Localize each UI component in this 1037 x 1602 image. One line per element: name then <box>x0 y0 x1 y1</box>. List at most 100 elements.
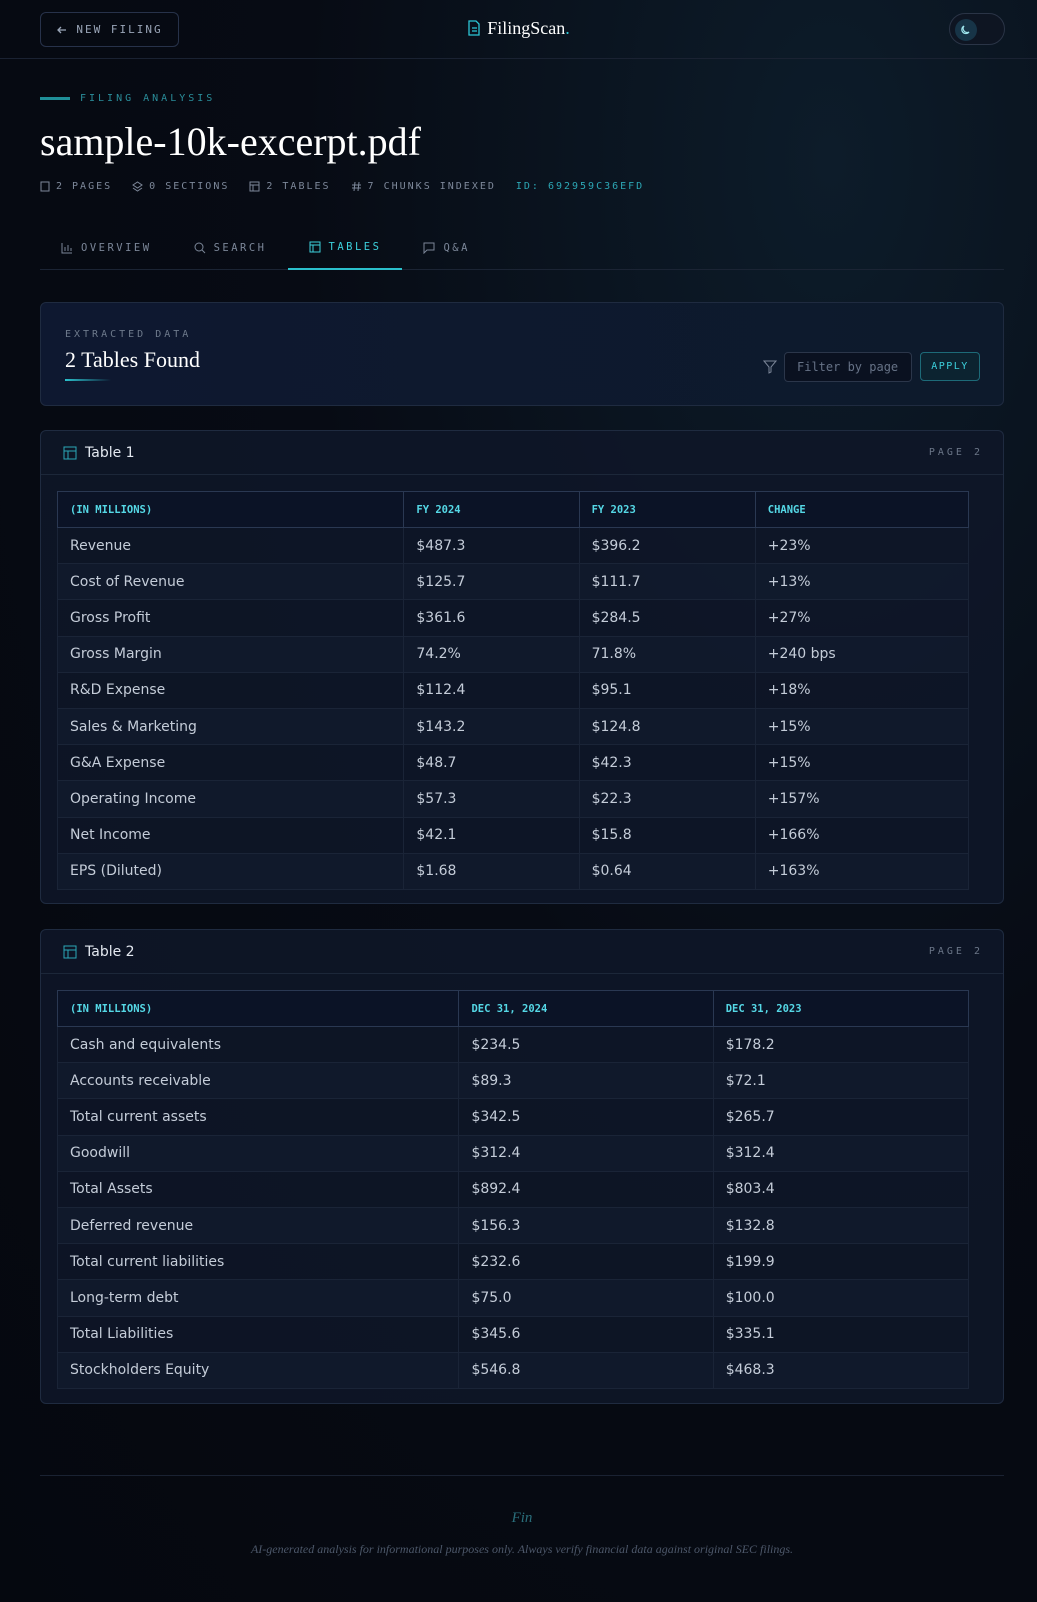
new-filing-label: NEW FILING <box>76 23 163 36</box>
table-cell: $89.3 <box>458 1062 714 1100</box>
table-cell: +240 bps <box>754 636 970 673</box>
table-cell: Total Liabilities <box>56 1316 460 1353</box>
tab[interactable]: SEARCH <box>173 225 288 270</box>
table-row: Total current liabilities $232.6 $199.9 <box>56 1243 970 1281</box>
table-cell: $284.5 <box>578 599 756 637</box>
table-cell: Deferred revenue <box>56 1207 460 1245</box>
table-row: Revenue $487.3 $396.2 +23% <box>56 527 970 565</box>
table-cell: $143.2 <box>403 708 580 746</box>
table-cell: $335.1 <box>712 1316 970 1353</box>
table-head: (IN MILLIONS) DEC 31, 2024 DEC 31, 2023 <box>56 990 970 1027</box>
brand-dot: . <box>565 18 570 38</box>
table-cell: $396.2 <box>578 527 756 565</box>
table-row: Gross Profit $361.6 $284.5 +27% <box>56 599 970 637</box>
tab[interactable]: OVERVIEW <box>40 225 173 270</box>
table-cell: $342.5 <box>458 1098 714 1136</box>
panel-title: 2 Tables Found <box>65 347 200 372</box>
table-cell: $265.7 <box>712 1098 970 1136</box>
table-cell: $234.5 <box>458 1026 714 1064</box>
page-filter-input[interactable]: Filter by page <box>784 352 912 382</box>
meta-icon <box>132 181 144 192</box>
table-cell: +157% <box>754 780 970 818</box>
table-cell: $124.8 <box>578 708 756 746</box>
meta-icon <box>249 181 260 192</box>
table-row: Accounts receivable $89.3 $72.1 <box>56 1062 970 1100</box>
table-cell: $156.3 <box>458 1207 714 1245</box>
table-icon <box>63 945 77 958</box>
table-cell: 74.2% <box>403 636 580 673</box>
table-body: Cash and equivalents $234.5 $178.2 Accounts… <box>56 1026 970 1389</box>
table-cell: Total Assets <box>56 1171 460 1208</box>
meta-text: 2 TABLES <box>266 181 331 192</box>
table-cell: $1.68 <box>403 853 580 890</box>
column-header: FY 2023 <box>578 491 756 528</box>
tab-bar: OVERVIEW SEARCH TABLES Q&A <box>40 225 1004 270</box>
table-cell: Total current assets <box>56 1098 460 1136</box>
table-row: Total Liabilities $345.6 $335.1 <box>56 1316 970 1353</box>
table-title: Table 2 <box>85 943 135 960</box>
table-cell: $75.0 <box>458 1279 714 1317</box>
table-cell: G&A Expense <box>56 744 405 782</box>
table-cell: +166% <box>754 817 970 854</box>
meta-icon <box>40 181 50 192</box>
apply-button[interactable]: APPLY <box>920 352 980 381</box>
eyebrow-text: FILING ANALYSIS <box>80 93 216 104</box>
table-cell: Accounts receivable <box>56 1062 460 1100</box>
doc-icon <box>468 20 480 36</box>
table-row: Long-term debt $75.0 $100.0 <box>56 1279 970 1317</box>
meta-text: 2 PAGES <box>56 181 113 192</box>
table-cell: $892.4 <box>458 1171 714 1208</box>
disclaimer: AI-generated analysis for informational … <box>250 1542 794 1556</box>
tables-panel: EXTRACTED DATA 2 Tables Found Filter by … <box>40 302 1004 406</box>
tab[interactable]: Q&A <box>402 225 490 270</box>
table-cell: Total current liabilities <box>56 1243 460 1281</box>
table-cell: $72.1 <box>712 1062 970 1100</box>
table-body: Revenue $487.3 $396.2 +23% Cost of Revenue $1… <box>56 527 970 890</box>
table-row: Cost of Revenue $125.7 $111.7 +13% <box>56 563 970 601</box>
table-cell: Goodwill <box>56 1135 460 1172</box>
table-row: Total current assets $342.5 $265.7 <box>56 1098 970 1136</box>
file-meta: 2 PAGES 0 SECTIONS 2 TABLES 7 CHUNKS IND… <box>40 181 644 192</box>
table-row: Total Assets $892.4 $803.4 <box>56 1171 970 1208</box>
tab-icon <box>194 242 205 253</box>
table-cell: +15% <box>754 744 970 782</box>
table-cell: $57.3 <box>403 780 580 818</box>
data-table: (IN MILLIONS) FY 2024 FY 2023 CHANGE Revenue… <box>56 491 970 890</box>
table-cell: $178.2 <box>712 1026 970 1064</box>
tab-label: TABLES <box>328 240 382 253</box>
brand: FilingScan. <box>0 18 1037 39</box>
new-filing-button[interactable]: NEW FILING <box>40 12 179 47</box>
table-cell: $468.3 <box>712 1352 970 1389</box>
tab-active[interactable]: TABLES <box>287 225 403 270</box>
column-header: CHANGE <box>754 491 970 528</box>
tab-label: OVERVIEW <box>81 241 152 254</box>
theme-toggle[interactable] <box>949 13 1005 45</box>
eyebrow-bar <box>40 97 70 100</box>
table-card: Table 2 PAGE 2 (IN MILLIONS) DEC 31, 2024 DE… <box>40 929 1004 1404</box>
table-cell: 71.8% <box>578 636 756 673</box>
filter-icon <box>763 360 777 374</box>
table-cell: Net Income <box>56 817 405 854</box>
table-cell: Stockholders Equity <box>56 1352 460 1389</box>
table-cell: $42.3 <box>578 744 756 782</box>
table-row: Deferred revenue $156.3 $132.8 <box>56 1207 970 1245</box>
file-id: ID: 692959C36EFD <box>515 181 645 192</box>
table-row: G&A Expense $48.7 $42.3 +15% <box>56 744 970 782</box>
table-cell: Cost of Revenue <box>56 563 405 601</box>
toggle-knob <box>955 19 977 41</box>
table-cell: $0.64 <box>578 853 756 890</box>
meta-text: 7 CHUNKS INDEXED <box>367 181 496 192</box>
table-page: PAGE 2 <box>928 946 983 957</box>
table-cell: Revenue <box>56 527 405 565</box>
table-cell: Operating Income <box>56 780 405 818</box>
table-row: Gross Margin 74.2% 71.8% +240 bps <box>56 636 970 673</box>
table-cell: $95.1 <box>578 672 756 709</box>
column-header: (IN MILLIONS) <box>56 491 405 528</box>
meta-item: 0 SECTIONS <box>132 181 229 192</box>
tab-label: SEARCH <box>213 241 267 254</box>
data-table: (IN MILLIONS) DEC 31, 2024 DEC 31, 2023 Cas… <box>56 990 970 1389</box>
table-cell: $111.7 <box>578 563 756 601</box>
hero-eyebrow: FILING ANALYSIS <box>40 93 215 104</box>
table-row: Cash and equivalents $234.5 $178.2 <box>56 1026 970 1064</box>
meta-text: 0 SECTIONS <box>149 181 230 192</box>
